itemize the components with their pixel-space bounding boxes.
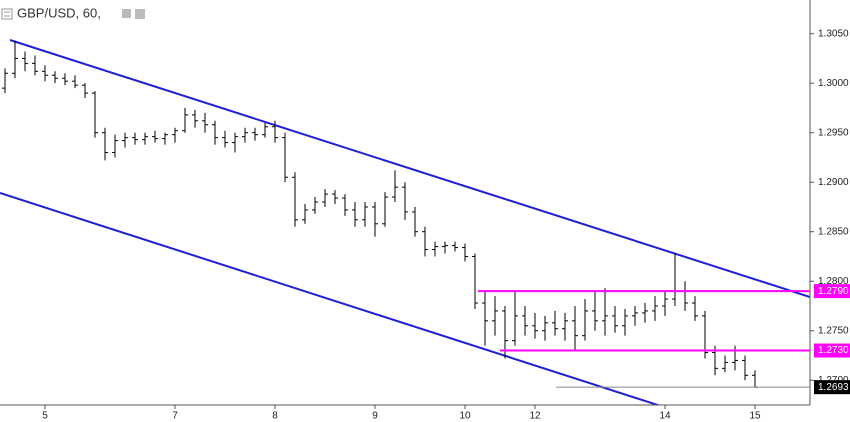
y-tick-label: 1.2950 bbox=[818, 127, 849, 138]
level-label: 1.2790 bbox=[818, 286, 849, 297]
x-tick-label: 8 bbox=[272, 411, 278, 422]
level-label-box bbox=[814, 284, 850, 299]
level-label: 1.2730 bbox=[818, 345, 849, 356]
x-tick-label: 9 bbox=[372, 411, 378, 422]
x-tick-label: 12 bbox=[529, 411, 541, 422]
x-tick-label: 14 bbox=[659, 411, 671, 422]
y-tick-label: 1.2900 bbox=[818, 177, 849, 188]
y-tick-label: 1.3000 bbox=[818, 78, 849, 89]
channel-upper bbox=[9, 39, 810, 298]
x-tick-label: 7 bbox=[172, 411, 178, 422]
x-tick-label: 15 bbox=[749, 411, 761, 422]
channel bbox=[0, 39, 810, 405]
y-tick-label: 1.2850 bbox=[818, 226, 849, 237]
level-label-box bbox=[814, 343, 850, 358]
settings-icon[interactable] bbox=[122, 9, 131, 18]
x-tick-label: 5 bbox=[42, 411, 48, 422]
chart-title: GBP/USD, 60, bbox=[17, 5, 101, 20]
y-tick-label: 1.2800 bbox=[818, 276, 849, 287]
y-tick-label: 1.3050 bbox=[818, 28, 849, 39]
collapse-icon[interactable] bbox=[1, 8, 13, 20]
channel-lower bbox=[0, 192, 661, 405]
gear-icon[interactable] bbox=[135, 9, 145, 19]
last-price-box bbox=[814, 380, 850, 395]
x-tick-label: 10 bbox=[459, 411, 471, 422]
y-tick-label: 1.2750 bbox=[818, 325, 849, 336]
last-price-label: 1.2693 bbox=[818, 382, 849, 393]
